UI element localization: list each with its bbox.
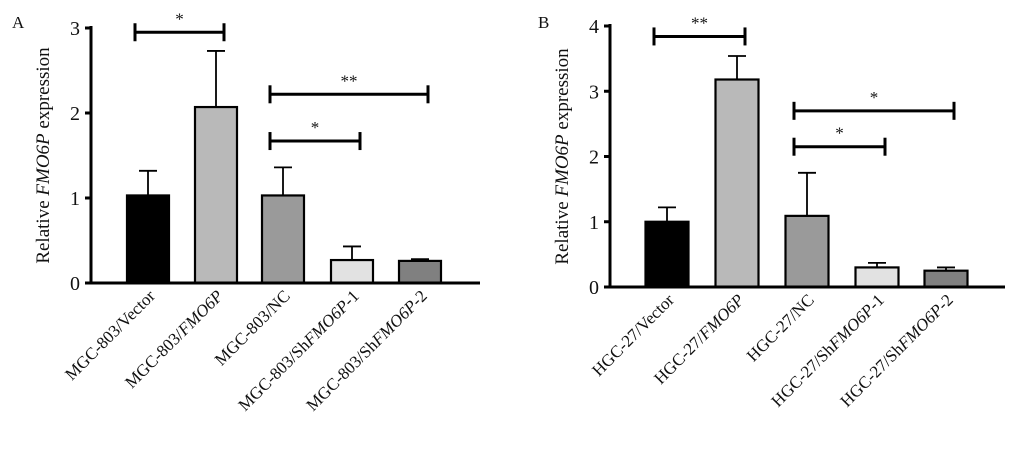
x-tick-label: HGC-27/ShFMO6P-2 [837,290,957,410]
y-axis-label: Relative FMO6P expression [552,48,573,265]
significance-label: * [175,9,184,28]
bar [784,214,830,289]
x-tick-label: HGC-27/NC [743,290,818,365]
y-axis-label-italic: FMO6P [33,133,54,197]
y-tick-label: 1 [70,188,80,210]
x-tick-label: MGC-803/ShFMO6P-2 [303,286,431,414]
x-tick-label-italic: FMO6P [694,290,748,344]
x-tick-label-prefix: MGC-803/ [121,326,187,392]
panel-label: A [12,13,25,32]
x-tick-label-prefix: MGC-803/Sh [235,335,314,414]
y-axis-label-suffix: expression [552,48,573,135]
x-tick-label-prefix: HGC-27/Sh [837,339,908,410]
y-tick-label: 1 [589,212,599,234]
significance-label: * [835,124,844,143]
x-tick-label-italic: FMO6P [893,300,947,354]
bar [125,194,171,285]
x-tick-label-italic: FMO6P [299,296,353,350]
y-axis-label: Relative FMO6P expression [33,47,54,264]
bar [714,78,760,289]
x-tick-label-prefix: HGC-27/Sh [768,339,839,410]
y-tick-label: 0 [589,277,599,299]
x-tick-label-italic: FMO6P [824,300,878,354]
x-tick-label-prefix: HGC-27/ [650,330,708,388]
y-axis-label-prefix: Relative [33,196,54,264]
panel-label: B [538,13,549,32]
significance-label: * [870,88,879,107]
y-tick-label: 4 [589,16,599,38]
y-tick-label: 3 [70,18,80,40]
y-axis-label-suffix: expression [33,47,54,134]
y-tick-label: 2 [589,147,599,169]
bar [193,105,239,285]
y-axis-label-prefix: Relative [552,197,573,265]
bar [854,266,900,289]
x-tick-label: MGC-803/ShFMO6P-1 [235,286,363,414]
bar [329,258,375,285]
bar [923,269,969,289]
significance-label: ** [341,71,358,90]
bar [644,220,690,289]
y-tick-label: 0 [70,273,80,295]
x-tick-label-italic: FMO6P [173,286,227,340]
x-tick-label-italic: FMO6P [367,296,421,350]
y-tick-label: 3 [589,81,599,103]
bar [397,259,443,285]
bar [260,194,306,285]
y-axis-label-italic: FMO6P [552,134,573,198]
significance-label: ** [691,13,708,32]
x-tick-label-prefix: HGC-27/NC [743,290,818,365]
y-tick-label: 2 [70,103,80,125]
significance-label: * [311,118,320,137]
